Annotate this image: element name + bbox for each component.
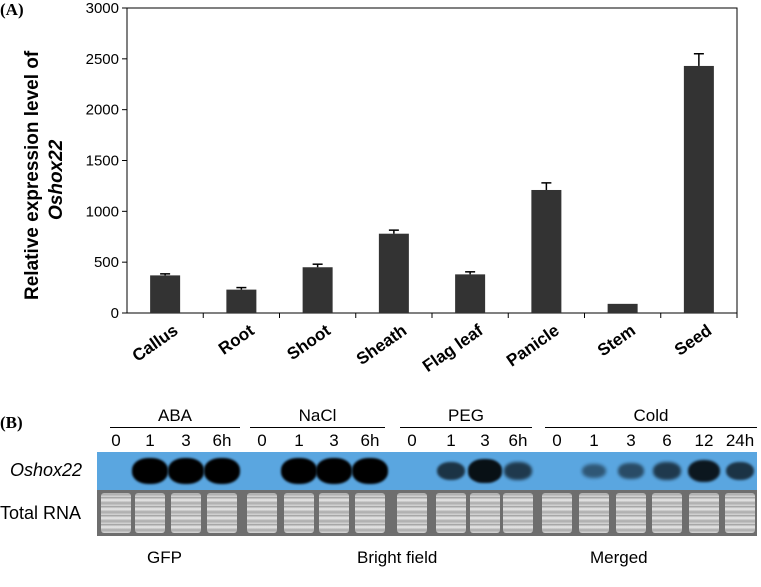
bar (531, 189, 562, 313)
treatment-bracket (400, 427, 532, 428)
rna-lane (652, 493, 682, 533)
bar (683, 65, 714, 313)
blot-band (132, 458, 168, 484)
treatment-label: Cold (633, 406, 669, 425)
blot-band (687, 459, 721, 483)
bar (607, 303, 638, 313)
timepoint-label: 1 (589, 431, 599, 450)
timepoint-label: 6h (360, 431, 380, 450)
rna-lane (579, 493, 609, 533)
timepoint-label: 1 (145, 431, 155, 450)
blot-band (204, 458, 240, 484)
x-tick-label: Shoot (284, 321, 335, 364)
y-axis-label-line1: Relative expression level of (22, 50, 43, 300)
total-rna-strip (97, 490, 757, 536)
blot-band (468, 459, 502, 483)
timepoint-label: 6h (212, 431, 232, 450)
rna-lane (101, 493, 131, 533)
timepoint-label: 0 (257, 431, 267, 450)
timepoint-label: 6 (662, 431, 672, 450)
y-tick-label: 500 (94, 254, 119, 271)
timepoint-label: 3 (329, 431, 339, 450)
timepoint-label: 3 (181, 431, 191, 450)
blot-band (504, 462, 532, 480)
timepoint-label: 0 (111, 431, 121, 450)
x-tick-label: Seed (671, 321, 715, 360)
treatment-bracket (545, 427, 757, 428)
bars (150, 53, 714, 313)
blot-band (618, 463, 644, 479)
timepoint-label: 24h (725, 431, 755, 450)
rna-row-label: Total RNA (0, 503, 82, 523)
rna-lane (319, 493, 349, 533)
y-tick-label: 1000 (86, 203, 119, 220)
x-tick-label: Sheath (353, 321, 410, 369)
rna-lane (135, 493, 165, 533)
x-tick-label: Root (215, 321, 258, 359)
treatment-label: PEG (448, 406, 484, 425)
x-axis-labels: Callus Root Shoot Sheath Flag leaf Panicle Ste… (129, 313, 738, 376)
rna-lane (542, 493, 572, 533)
blot-band (316, 458, 352, 484)
bar (378, 233, 409, 313)
y-tick-label: 3000 (86, 0, 119, 17)
blot-band (436, 461, 466, 481)
y-tick-label: 2000 (86, 102, 119, 119)
rna-lane (470, 493, 500, 533)
blot-band (281, 458, 317, 484)
rna-lane (436, 493, 466, 533)
bottom-label-bright-field: Bright field (357, 548, 438, 567)
panel-b-label: (B) (0, 413, 23, 432)
blot-band (653, 462, 681, 480)
timepoint-label: 1 (294, 431, 304, 450)
rna-lane (689, 493, 719, 533)
y-tick-label: 2500 (86, 51, 119, 68)
blot-band (168, 458, 204, 484)
blot-band (582, 464, 606, 478)
bar (455, 274, 486, 313)
rna-lane (247, 493, 277, 533)
bottom-label-gfp: GFP (147, 548, 182, 567)
rna-lane (503, 493, 533, 533)
timepoint-label: 3 (626, 431, 636, 450)
timepoint-label: 3 (480, 431, 490, 450)
blot-row-label: Oshox22 (10, 460, 83, 480)
x-tick-label: Flag leaf (419, 321, 487, 376)
bar (150, 275, 181, 313)
timepoint-label: 1 (446, 431, 456, 450)
blot-band (352, 458, 388, 484)
northern-blot (97, 452, 757, 490)
rna-lane (355, 493, 385, 533)
x-tick-label: Stem (594, 321, 639, 360)
bar (226, 289, 257, 313)
timepoint-label: 6h (508, 431, 528, 450)
treatment-bracket (110, 427, 240, 428)
expression-bar-chart: 0 500 1000 1500 2000 2500 3000 Callus Root Shoot… (22, 0, 738, 376)
bar (302, 267, 333, 313)
timepoint-label: 12 (694, 431, 714, 450)
y-axis: 0 500 1000 1500 2000 2500 3000 (86, 0, 738, 322)
rna-lane (171, 493, 201, 533)
x-tick-label: Panicle (503, 321, 563, 371)
y-tick-label: 1500 (86, 153, 119, 170)
blot-band (725, 461, 755, 481)
rna-lane (616, 493, 646, 533)
panel-a-label: (A) (0, 0, 24, 19)
timepoint-label: 0 (552, 431, 562, 450)
rna-lane (207, 493, 237, 533)
treatment-bracket (250, 427, 385, 428)
plot-frame (126, 7, 738, 314)
rna-lane (397, 493, 427, 533)
treatment-label: NaCl (298, 406, 337, 425)
treatment-label: ABA (157, 406, 193, 425)
bottom-label-merged: Merged (590, 548, 648, 567)
x-tick-label: Callus (129, 321, 182, 366)
rna-lane (284, 493, 314, 533)
y-tick-label: 0 (111, 305, 119, 322)
rna-lane (725, 493, 755, 533)
timepoint-label: 0 (407, 431, 417, 450)
y-axis-label-line2: Oshox22 (46, 139, 67, 220)
